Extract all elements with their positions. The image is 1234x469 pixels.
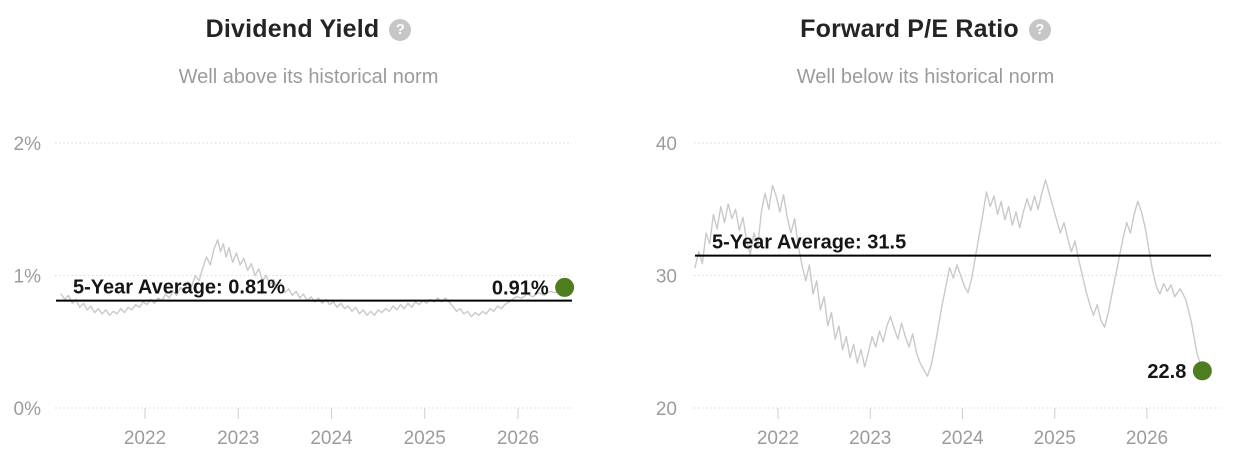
series-line [60,238,566,318]
chart-title: Dividend Yield [205,15,380,43]
chart-subtitle: Well above its historical norm [178,66,439,88]
y-axis-tick-label: 40 [656,134,677,155]
x-axis-tick-label: 2022 [757,428,799,449]
chart-header: Dividend Yield ? [0,15,617,44]
y-axis-tick-label: 1% [14,267,42,288]
x-axis-tick-label: 2026 [497,428,539,449]
x-axis-tick-label: 2026 [1126,428,1168,449]
x-axis-tick-label: 2024 [310,428,353,449]
current-value-dot [1192,361,1212,381]
y-axis-tick-label: 0% [14,399,42,420]
forward-pe-panel: Forward P/E Ratio ? Well below its histo… [617,0,1234,469]
current-value-label: 22.8 [1147,361,1186,383]
question-mark-icon[interactable]: ? [389,18,412,41]
x-axis-tick-label: 2025 [1034,428,1076,449]
current-value-dot [555,277,575,297]
series-line [694,179,1203,377]
dividend-yield-chart: 2% 1% 0% 2022 2023 2024 2025 2026 5-Year Average… [14,134,575,449]
y-axis-tick-label: 20 [656,399,677,420]
question-mark-icon[interactable]: ? [1028,18,1051,41]
forward-pe-chart: 40 30 20 2022 2023 2024 2025 2026 5-Year Average… [656,134,1220,449]
current-value-label: 0.91% [492,277,549,299]
x-axis-tick-label: 2022 [124,428,166,449]
x-axis-tick-label: 2024 [941,428,984,449]
average-label: 5-Year Average: 31.5 [712,232,906,254]
dividend-yield-panel: Dividend Yield ? Well above its historic… [0,15,617,449]
x-axis-tick-label: 2025 [404,428,446,449]
y-axis-tick-label: 30 [656,267,677,288]
y-axis-tick-label: 2% [14,134,42,155]
chart-subtitle: Well below its historical norm [796,66,1055,88]
chart-title: Forward P/E Ratio [800,15,1019,43]
x-axis-tick-label: 2023 [217,428,259,449]
x-axis-tick-label: 2023 [849,428,891,449]
chart-header: Forward P/E Ratio ? [617,15,1234,44]
average-label: 5-Year Average: 0.81% [73,277,285,299]
